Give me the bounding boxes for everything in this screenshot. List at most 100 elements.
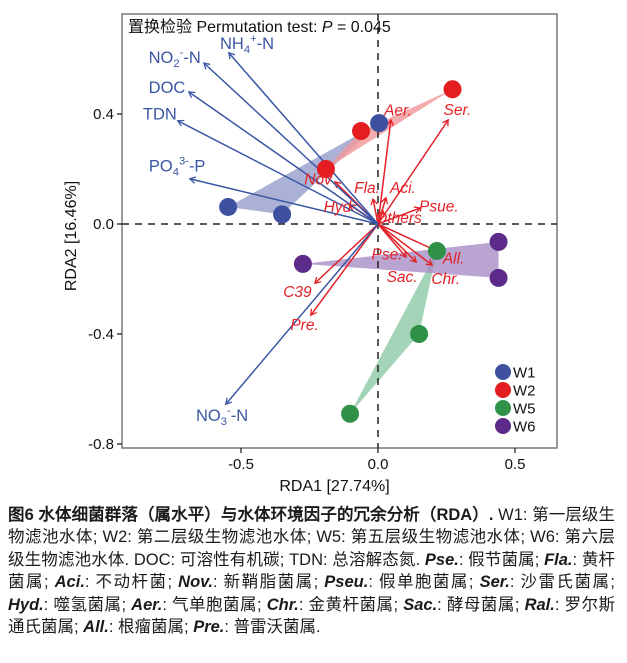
caption-segment: : 噬氢菌属; <box>43 595 132 614</box>
species-arrow-aer <box>377 118 394 225</box>
species-label-all: All. <box>442 251 465 268</box>
legend-label-w6: W6 <box>513 419 536 436</box>
species-arrow-chr <box>377 223 434 266</box>
caption-segment: Hyd. <box>8 595 44 614</box>
caption-segment: Pseu. <box>324 573 369 592</box>
caption-segment: Aci. <box>54 573 85 592</box>
species-label-others: Others <box>375 210 422 227</box>
env-label-doc: DOC <box>149 79 186 97</box>
species-arrow-psue <box>377 206 422 225</box>
caption-segment: Pre. <box>193 618 225 637</box>
env-arrow-doc <box>187 91 379 225</box>
figure-caption: 图6 水体细菌群落（属水平）与水体环境因子的冗余分析（RDA）. W1: 第一层… <box>0 498 627 638</box>
y-tick-label: 0.4 <box>93 106 114 123</box>
species-label-chr: Chr. <box>431 271 460 288</box>
species-label-aer: Aer. <box>383 102 412 119</box>
y-tick-label: 0.0 <box>93 216 114 233</box>
species-label-hyd: Hyd <box>324 199 353 216</box>
hull-w6 <box>302 241 499 278</box>
sample-point-w5 <box>410 325 429 343</box>
env-label-no2: NO2--N <box>149 47 201 70</box>
env-label-no3: NO3--N <box>196 405 248 428</box>
sample-point-w2 <box>316 160 335 178</box>
plot-border <box>121 13 558 449</box>
caption-segment: Ral. <box>524 595 555 614</box>
legend-swatch-w2 <box>495 382 511 398</box>
x-axis-title: RDA1 [27.74%] <box>279 478 389 495</box>
caption-segment: Chr. <box>266 595 299 614</box>
sample-point-w6 <box>489 232 508 251</box>
x-tick-label: 0.5 <box>505 456 526 473</box>
caption-segment: : 新鞘脂菌属; <box>213 573 325 592</box>
env-label-po4: PO43--P <box>149 155 206 178</box>
caption-segment: : 气单胞菌属; <box>162 595 267 614</box>
caption-segment: : 假节菌属; <box>458 550 545 569</box>
sample-point-w5 <box>427 241 446 260</box>
hull-w1 <box>228 123 380 215</box>
y-axis-title: RDA2 [16.46%] <box>63 181 80 291</box>
legend-swatch-w1 <box>495 364 511 380</box>
caption-segment: Nov. <box>178 573 214 592</box>
species-label-psue: Psue. <box>419 199 459 216</box>
env-arrow-no3 <box>224 223 379 406</box>
y-tick-label: -0.8 <box>88 436 114 453</box>
caption-segment: : 普雷沃菌属. <box>224 618 321 637</box>
legend-swatch-w5 <box>495 400 511 416</box>
species-arrow-fla <box>370 197 379 225</box>
species-arrow-all <box>377 223 437 252</box>
caption-segment: : 金黄杆菌属; <box>298 595 404 614</box>
caption-segment: Fla. <box>544 550 573 569</box>
species-arrow-ser <box>377 118 449 225</box>
caption-segment: 图6 水体细菌群落（属水平）与水体环境因子的冗余分析（RDA）. <box>8 506 499 524</box>
env-arrow-no2 <box>202 62 379 225</box>
caption-segment: : 沙雷氏菌属; <box>509 573 616 592</box>
caption-segment: : 假单胞菌属; <box>368 573 480 592</box>
caption-segment: Aer. <box>131 595 163 614</box>
env-label-nh4: NH4+-N <box>220 33 274 56</box>
species-label-nov: Nov <box>304 171 333 188</box>
species-label-pre: Pre. <box>290 317 318 334</box>
env-arrow-nh4 <box>227 51 379 225</box>
plot-title: 置换检验 Permutation test: P = 0.045 <box>128 18 391 36</box>
species-label-c39: C39 <box>283 284 312 301</box>
caption-segment: Pse. <box>424 550 459 569</box>
caption-segment: W1: 第一层级生物滤池水体; W2: 第二层级生物滤池水体; W5: 第五层级… <box>8 506 616 569</box>
legend-label-w5: W5 <box>513 401 536 418</box>
species-label-aci: Aci. <box>389 180 416 197</box>
legend-label-w1: W1 <box>513 365 536 382</box>
species-arrow-sac <box>377 223 418 264</box>
species-arrow-others <box>377 209 385 225</box>
sample-point-w2 <box>352 122 371 141</box>
species-label-sac: Sac. <box>387 269 418 286</box>
caption-segment: All. <box>83 618 109 637</box>
caption-segment: Ser. <box>479 573 510 592</box>
caption-segment: : 酵母菌属; <box>437 595 525 614</box>
sample-point-w6 <box>293 254 312 273</box>
env-arrow-po4 <box>188 176 379 225</box>
caption-segment: Sac. <box>403 595 438 614</box>
x-tick-label: 0.0 <box>368 456 389 473</box>
sample-point-w5 <box>341 404 360 423</box>
species-label-pse: Pse. <box>372 246 403 263</box>
sample-point-w1 <box>219 197 238 216</box>
caption-segment: : 罗尔斯通氏菌属; <box>8 595 616 637</box>
hull-w5 <box>350 250 437 414</box>
legend-swatch-w6 <box>495 418 511 434</box>
env-label-tdn: TDN <box>143 105 177 123</box>
sample-point-w6 <box>489 268 508 287</box>
env-arrow-tdn <box>176 119 379 225</box>
caption-segment: : 根瘤菌属; <box>108 618 194 637</box>
species-label-fla: Fla. <box>354 180 380 197</box>
legend-label-w2: W2 <box>513 383 536 400</box>
rda-plot: 0.4 0.0 -0.4 -0.8 -0.5 0.0 0.5 RDA1 [27.74%] RDA… <box>63 13 558 495</box>
caption-segment: : 黄杆菌属; <box>8 550 616 592</box>
caption-segment: : 不动杆菌; <box>84 573 179 592</box>
sample-point-w2 <box>443 80 462 99</box>
y-tick-label: -0.4 <box>88 326 114 343</box>
x-tick-label: -0.5 <box>228 456 254 473</box>
species-arrow-c39 <box>313 223 379 285</box>
species-label-ser: Ser. <box>444 102 472 119</box>
sample-point-w1 <box>370 114 389 133</box>
species-arrow-pre <box>309 223 379 317</box>
